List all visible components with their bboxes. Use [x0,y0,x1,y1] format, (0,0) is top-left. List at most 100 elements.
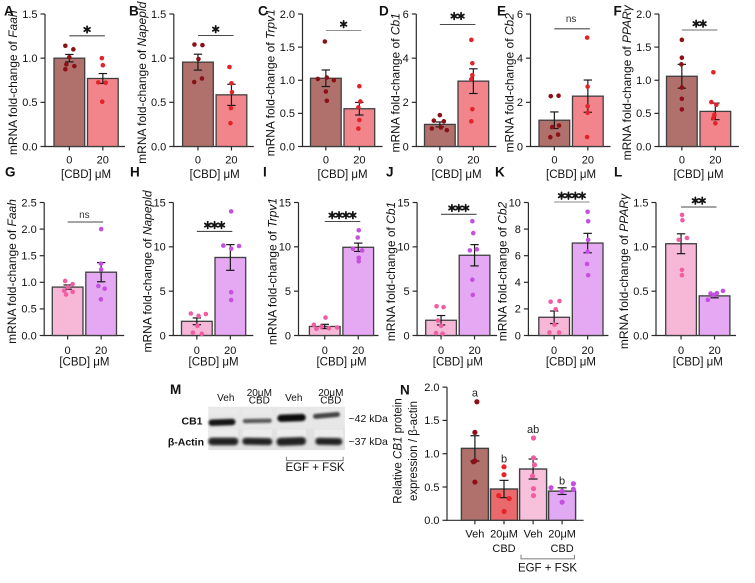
svg-text:8: 8 [515,224,521,236]
svg-text:[CBD] μM: [CBD] μM [432,169,482,181]
svg-text:[CBD] μM: [CBD] μM [433,357,483,369]
svg-text:5: 5 [160,286,166,298]
svg-text:0: 0 [551,154,557,166]
svg-text:expression / β-actin: expression / β-actin [408,401,420,501]
svg-text:20: 20 [353,154,365,166]
svg-text:EGF + FSK: EGF + FSK [285,462,344,474]
svg-text:ab: ab [527,424,539,436]
svg-text:1.0: 1.0 [633,242,648,254]
svg-text:mRNA fold-change of PPARγ: mRNA fold-change of PPARγ [620,4,634,160]
svg-text:0.5: 0.5 [22,97,37,109]
svg-text:4: 4 [403,53,409,65]
svg-text:0: 0 [285,330,291,342]
svg-text:Veh: Veh [465,529,484,541]
svg-text:0.5: 0.5 [21,304,36,316]
svg-text:ns: ns [79,210,90,221]
svg-text:[CBD] μM: [CBD] μM [546,357,596,369]
svg-text:Veh: Veh [217,393,234,404]
svg-text:[CBD] μM: [CBD] μM [318,169,368,181]
svg-text:CBD: CBD [320,395,341,406]
svg-text:2: 2 [403,97,409,109]
svg-text:CBD: CBD [550,543,573,555]
svg-text:b: b [559,476,565,488]
svg-text:6: 6 [403,9,409,21]
svg-text:F: F [614,4,622,19]
svg-text:1.0: 1.0 [424,449,439,461]
svg-text:B: B [129,4,139,19]
svg-text:EGF + FSK: EGF + FSK [518,563,577,575]
svg-text:β-Actin: β-Actin [168,436,204,448]
svg-text:0: 0 [65,345,71,357]
svg-text:20: 20 [582,154,594,166]
svg-text:[CBD] μM: [CBD] μM [316,357,366,369]
svg-text:1.5: 1.5 [633,197,648,209]
svg-text:0.0: 0.0 [280,141,295,153]
svg-text:20μM: 20μM [247,388,272,399]
svg-text:mRNA fold-change of Faah: mRNA fold-change of Faah [5,199,19,344]
svg-text:20: 20 [709,154,721,166]
svg-text:0.0: 0.0 [21,330,36,342]
svg-text:mRNA fold-change of Faah: mRNA fold-change of Faah [6,10,20,155]
svg-text:20μM: 20μM [548,529,576,541]
svg-text:0.5: 0.5 [633,286,648,298]
svg-text:I: I [263,165,267,180]
svg-text:0: 0 [679,154,685,166]
svg-text:4: 4 [517,53,523,65]
svg-text:[CBD] μM: [CBD] μM [546,169,596,181]
svg-text:Veh: Veh [524,529,543,541]
svg-text:[CBD] μM: [CBD] μM [59,357,109,369]
svg-text:5: 5 [403,286,409,298]
svg-text:[CBD] μM: [CBD] μM [190,169,240,181]
svg-text:G: G [5,165,16,180]
svg-text:1.5: 1.5 [636,42,651,54]
svg-text:[CBD] μM: [CBD] μM [61,169,111,181]
svg-text:a: a [472,388,479,400]
svg-text:2.5: 2.5 [21,197,36,209]
svg-text:mRNA fold-change of Napepld: mRNA fold-change of Napepld [140,190,154,352]
svg-text:0.5: 0.5 [424,482,439,494]
svg-text:0.0: 0.0 [633,330,648,342]
svg-text:2.0: 2.0 [636,9,651,21]
svg-text:L: L [614,165,622,180]
svg-text:20: 20 [352,345,364,357]
svg-text:0: 0 [438,345,444,357]
svg-text:4: 4 [515,277,521,289]
svg-text:15: 15 [154,197,166,209]
svg-text:b: b [501,453,507,465]
svg-text:10: 10 [397,242,409,254]
svg-text:CBD: CBD [249,395,270,406]
svg-text:0: 0 [160,330,166,342]
svg-text:0: 0 [66,154,72,166]
svg-text:0.0: 0.0 [424,515,439,527]
svg-text:1.0: 1.0 [151,53,166,65]
svg-text:0.0: 0.0 [151,141,166,153]
svg-text:[CBD] μM: [CBD] μM [673,357,723,369]
svg-text:6: 6 [517,9,523,21]
svg-text:[CBD] μM: [CBD] μM [189,357,239,369]
svg-text:0.5: 0.5 [151,97,166,109]
svg-text:D: D [379,4,389,19]
svg-text:mRNA fold-change of Cb2: mRNA fold-change of Cb2 [503,13,517,153]
svg-text:1.5: 1.5 [424,415,439,427]
svg-text:1.0: 1.0 [21,277,36,289]
svg-text:~42 kDa: ~42 kDa [349,413,389,425]
svg-text:15: 15 [279,197,291,209]
svg-text:mRNA fold-change of Trpv1: mRNA fold-change of Trpv1 [266,198,280,345]
svg-text:2.0: 2.0 [280,9,295,21]
svg-text:0: 0 [437,154,443,166]
svg-text:J: J [386,165,394,180]
svg-text:1.5: 1.5 [21,251,36,263]
svg-text:mRNA fold-change of Trpv1: mRNA fold-change of Trpv1 [264,9,278,156]
svg-text:15: 15 [397,197,409,209]
svg-text:20μM: 20μM [318,388,343,399]
svg-text:10: 10 [509,197,521,209]
svg-text:20: 20 [97,154,109,166]
svg-text:0.5: 0.5 [280,108,295,120]
svg-text:K: K [495,165,505,180]
svg-text:1.0: 1.0 [636,75,651,87]
svg-text:CBD: CBD [492,543,515,555]
svg-text:mRNA fold-change of Napepld: mRNA fold-change of Napepld [135,1,149,163]
svg-text:0: 0 [323,154,329,166]
svg-text:~37 kDa: ~37 kDa [349,436,389,448]
svg-text:1.5: 1.5 [151,9,166,21]
